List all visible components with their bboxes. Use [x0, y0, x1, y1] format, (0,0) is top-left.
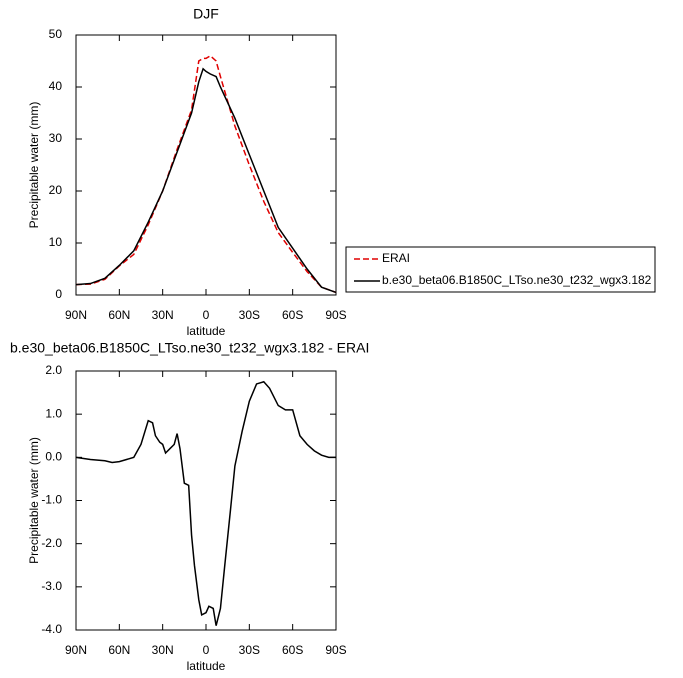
series-line [75, 380, 336, 626]
y-tick-label: 0.0 [45, 450, 62, 464]
x-tick-label: 0 [203, 308, 210, 322]
series-line [75, 54, 337, 294]
y-tick-label: 2.0 [45, 363, 62, 377]
y-tick-label: 0 [55, 287, 62, 301]
x-tick-label: 30S [239, 643, 260, 657]
series-line [75, 67, 337, 294]
y-tick-label: -3.0 [41, 579, 62, 593]
x-tick-label: 30N [152, 643, 174, 657]
y-tick-label: 30 [49, 131, 63, 145]
x-axis-label: latitude [187, 659, 226, 673]
x-tick-label: 60N [108, 308, 130, 322]
chart-title: DJF [193, 6, 219, 22]
x-tick-label: 60S [282, 643, 303, 657]
legend-label: ERAI [382, 251, 410, 265]
y-tick-label: -2.0 [41, 536, 62, 550]
plot-frame [75, 34, 337, 296]
x-tick-label: 90S [325, 643, 346, 657]
x-tick-label: 30S [239, 308, 260, 322]
y-tick-label: -1.0 [41, 493, 62, 507]
y-tick-label: -4.0 [41, 622, 62, 636]
y-tick-label: 50 [49, 27, 63, 41]
legend-label: b.e30_beta06.B1850C_LTso.ne30_t232_wgx3.… [382, 273, 652, 287]
x-tick-label: 90N [65, 308, 87, 322]
plot-frame [75, 370, 337, 631]
x-tick-label: 90N [65, 643, 87, 657]
y-tick-label: 40 [49, 79, 63, 93]
x-tick-label: 60S [282, 308, 303, 322]
x-tick-label: 60N [108, 643, 130, 657]
x-tick-label: 90S [325, 308, 346, 322]
y-axis-label: Precipitable water (mm) [27, 437, 41, 564]
x-axis-label: latitude [187, 324, 226, 338]
y-tick-label: 20 [49, 183, 63, 197]
y-tick-label: 10 [49, 235, 63, 249]
y-tick-label: 1.0 [45, 406, 62, 420]
chart-title: b.e30_beta06.B1850C_LTso.ne30_t232_wgx3.… [10, 340, 369, 356]
legend-box [345, 246, 656, 293]
x-tick-label: 0 [203, 643, 210, 657]
y-axis-label: Precipitable water (mm) [27, 102, 41, 229]
x-tick-label: 30N [152, 308, 174, 322]
